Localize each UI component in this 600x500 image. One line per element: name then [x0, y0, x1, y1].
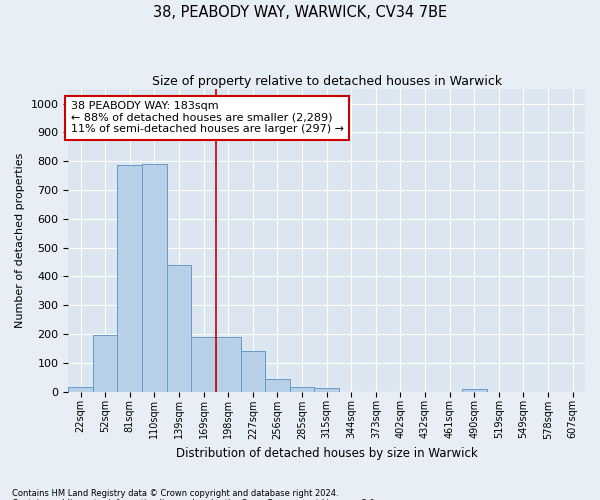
Text: Contains public sector information licensed under the Open Government Licence v3: Contains public sector information licen… — [12, 498, 377, 500]
Bar — [216, 337, 241, 392]
Bar — [265, 378, 290, 392]
Bar — [142, 164, 167, 392]
Text: 38, PEABODY WAY, WARWICK, CV34 7BE: 38, PEABODY WAY, WARWICK, CV34 7BE — [153, 5, 447, 20]
Bar — [68, 387, 93, 392]
Bar — [314, 388, 339, 392]
X-axis label: Distribution of detached houses by size in Warwick: Distribution of detached houses by size … — [176, 447, 478, 460]
Bar — [290, 387, 314, 392]
Bar — [93, 336, 118, 392]
Bar — [118, 166, 142, 392]
Bar — [191, 337, 216, 392]
Title: Size of property relative to detached houses in Warwick: Size of property relative to detached ho… — [152, 75, 502, 88]
Bar — [462, 388, 487, 392]
Y-axis label: Number of detached properties: Number of detached properties — [15, 152, 25, 328]
Text: 38 PEABODY WAY: 183sqm
← 88% of detached houses are smaller (2,289)
11% of semi-: 38 PEABODY WAY: 183sqm ← 88% of detached… — [71, 102, 344, 134]
Bar — [167, 265, 191, 392]
Text: Contains HM Land Registry data © Crown copyright and database right 2024.: Contains HM Land Registry data © Crown c… — [12, 488, 338, 498]
Bar — [241, 351, 265, 392]
